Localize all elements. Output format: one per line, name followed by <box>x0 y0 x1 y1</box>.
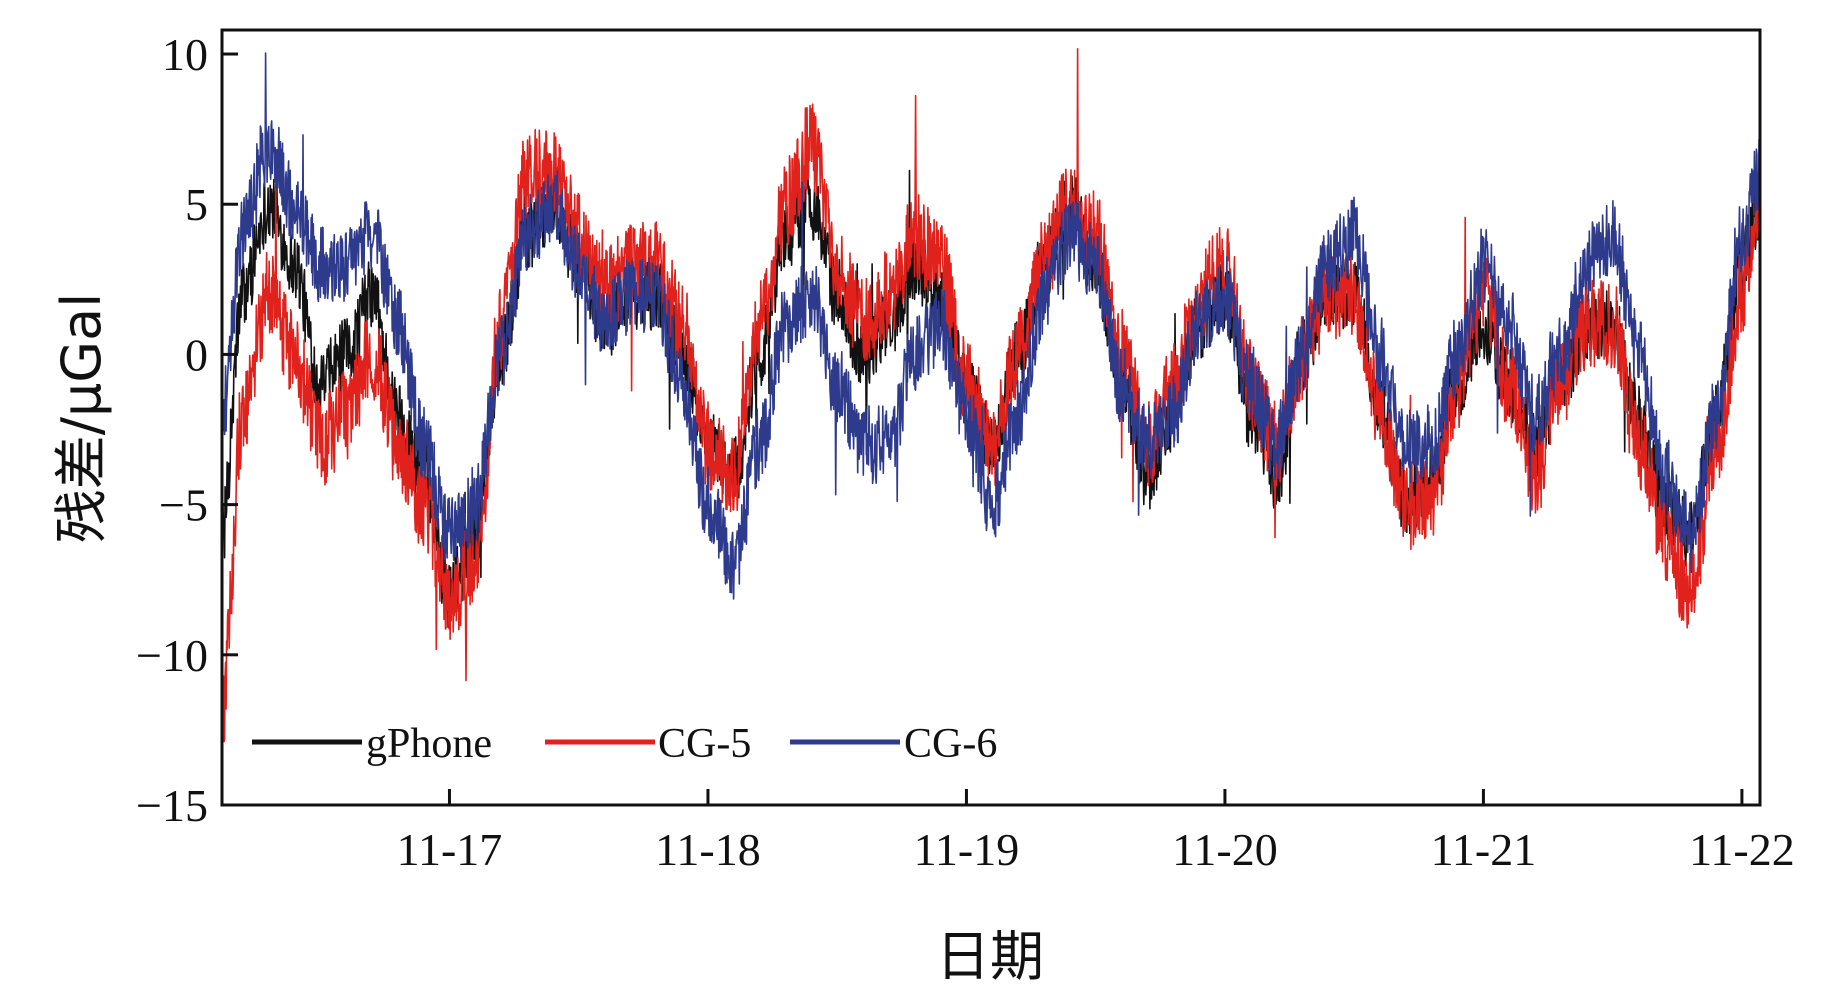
y-axis-title: 残差/μGal <box>50 293 113 544</box>
x-tick-label: 11-20 <box>1172 824 1278 875</box>
y-tick-label: −5 <box>159 480 208 531</box>
y-tick-label: −10 <box>136 630 208 681</box>
x-tick-label: 11-19 <box>914 824 1020 875</box>
legend-label-gphone: gPhone <box>366 721 492 767</box>
y-tick-label: 10 <box>162 29 208 80</box>
series-line-cg6 <box>222 52 1760 600</box>
x-tick-label: 11-17 <box>397 824 503 875</box>
x-tick-label: 11-21 <box>1431 824 1537 875</box>
legend-label-cg5: CG-5 <box>658 721 751 767</box>
y-tick-label: 5 <box>185 179 208 230</box>
legend-label-cg6: CG-6 <box>904 721 997 767</box>
y-tick-label: −15 <box>136 780 208 831</box>
x-tick-label: 11-18 <box>655 824 761 875</box>
plot-frame <box>220 28 1762 807</box>
x-tick-label: 11-22 <box>1689 824 1795 875</box>
legend: gPhone CG-5 CG-6 <box>252 721 997 767</box>
y-tick-label: 0 <box>185 329 208 380</box>
x-axis-title: 日期 <box>936 925 1044 988</box>
series-line-cg5 <box>222 48 1760 752</box>
